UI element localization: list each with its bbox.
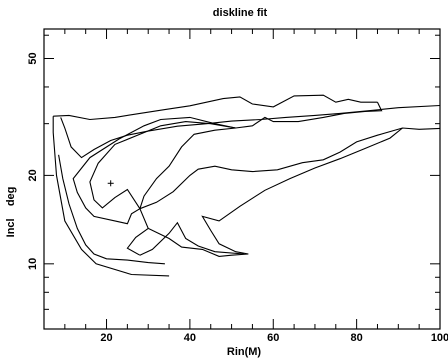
contour-line-5 <box>72 101 383 225</box>
contour-line-4 <box>53 94 378 121</box>
contour-line-3 <box>52 116 170 277</box>
y-axis-label: Incl deg <box>5 187 17 238</box>
y-tick-label: 10 <box>27 258 39 270</box>
contour-line-8 <box>201 127 403 255</box>
axis-ticks <box>44 29 441 329</box>
tick-labels: 20 40 60 80 100 10 20 50 <box>27 52 448 344</box>
contour-line-7 <box>139 208 249 257</box>
x-axis-label: Rin(M) <box>227 346 262 358</box>
plot-frame <box>43 28 441 330</box>
contour-line-9 <box>89 121 236 210</box>
x-tick-label: 40 <box>184 332 196 344</box>
contour-line-6 <box>139 127 441 210</box>
x-tick-label: 80 <box>351 332 363 344</box>
x-tick-label: 100 <box>431 332 448 344</box>
y-tick-label: 50 <box>27 52 39 64</box>
y-tick-label: 20 <box>27 169 39 181</box>
best-fit-marker <box>107 180 114 187</box>
x-tick-label: 60 <box>267 332 279 344</box>
contour-line-10 <box>139 221 245 256</box>
contour-line-1 <box>60 104 441 159</box>
chart-title: diskline fit <box>213 7 268 19</box>
contours <box>52 94 441 277</box>
contour-line-11 <box>126 227 149 256</box>
contour-line-2 <box>58 154 165 265</box>
x-tick-label: 20 <box>100 332 112 344</box>
